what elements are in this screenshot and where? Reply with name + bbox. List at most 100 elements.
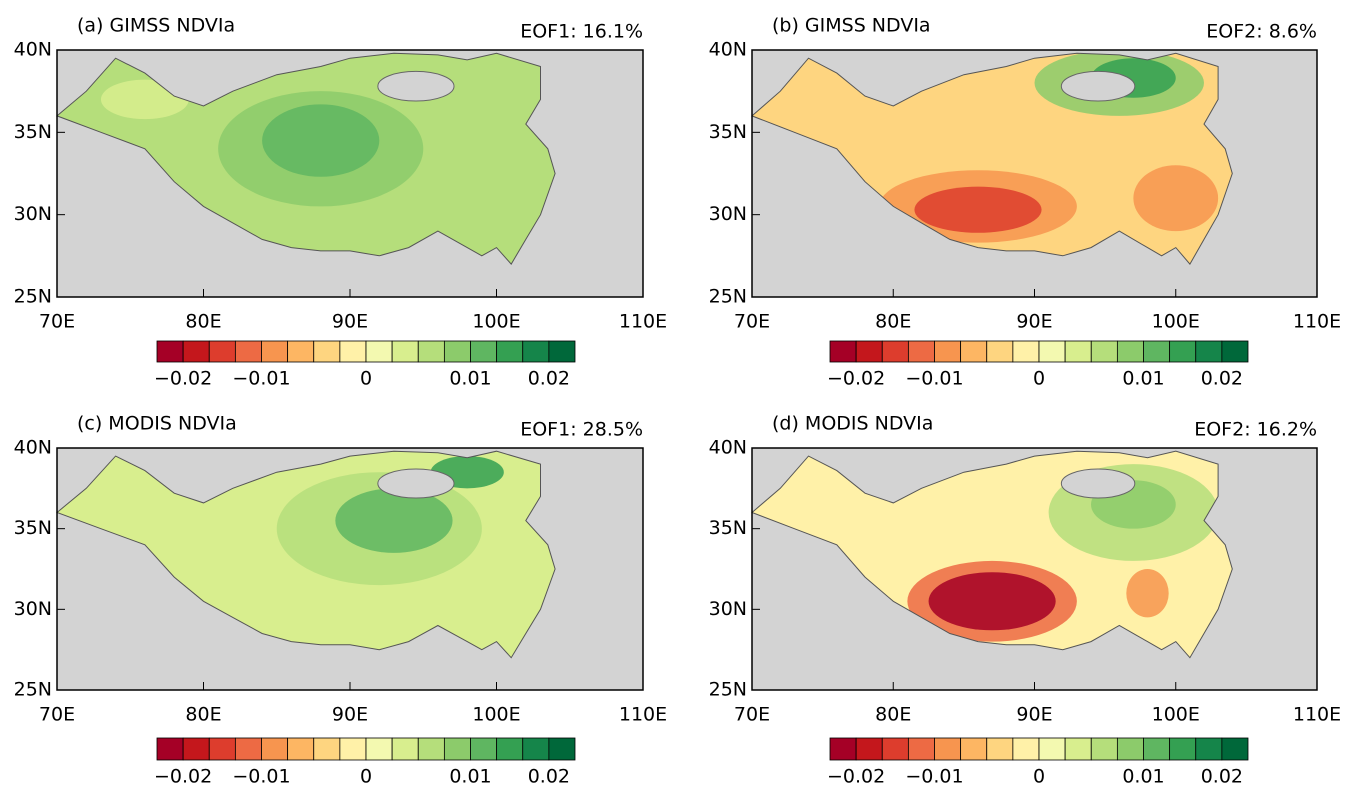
- colorbar-swatch: [907, 737, 935, 761]
- colorbar-swatch: [907, 340, 935, 363]
- eof-label: EOF2: 16.2%: [1194, 419, 1317, 441]
- colorbar-swatch: [496, 737, 524, 761]
- colorbar-swatch: [261, 737, 289, 761]
- plateau-outline: [56, 52, 556, 265]
- y-tick-label: 30N: [709, 203, 747, 225]
- colorbar-swatch: [1064, 737, 1092, 761]
- colorbar-swatch: [986, 340, 1014, 363]
- colorbar-label: 0.02: [528, 766, 570, 787]
- colorbar-swatch: [365, 737, 393, 761]
- y-tick-label: 30N: [709, 598, 747, 620]
- x-tick-label: 70E: [39, 704, 75, 726]
- colorbar-label: −0.02: [827, 766, 885, 787]
- colorbar-swatch: [548, 340, 576, 363]
- y-tick-label: 35N: [709, 121, 747, 143]
- field: [57, 53, 556, 265]
- field-anomaly: [914, 186, 1042, 233]
- colorbar-swatch: [365, 340, 393, 363]
- colorbar-swatch: [1012, 340, 1040, 363]
- y-tick-label: 30N: [14, 598, 52, 620]
- colorbar-label: 0: [1033, 368, 1045, 390]
- map-panel: 70E 80E 90E 100E 110E 25N 30N 35N 40N (a) GIMSS N…: [14, 15, 668, 390]
- colorbar-swatch: [1169, 340, 1197, 363]
- qaidam-basin: [1060, 468, 1136, 499]
- colorbar-swatch: [1221, 737, 1249, 761]
- plateau-outline: [751, 52, 1233, 265]
- colorbar-swatch: [234, 340, 262, 363]
- y-tick-label: 30N: [14, 203, 52, 225]
- x-tick-label: 110E: [619, 311, 667, 333]
- colorbar-swatch: [208, 737, 236, 761]
- x-tick-label: 70E: [734, 311, 770, 333]
- field-anomaly: [335, 488, 453, 553]
- colorbar-swatch: [417, 737, 445, 761]
- y-tick-label: 25N: [14, 286, 52, 308]
- x-tick-label: 100E: [472, 704, 520, 726]
- colorbar-swatch: [182, 737, 210, 761]
- colorbar-label: 0.02: [1201, 766, 1243, 787]
- eof-label: EOF2: 8.6%: [1206, 21, 1317, 43]
- y-tick-label: 35N: [14, 121, 52, 143]
- colorbar-swatch: [496, 340, 524, 363]
- colorbar-swatch: [829, 340, 857, 363]
- colorbar-label: −0.02: [827, 368, 885, 390]
- colorbar-swatch: [339, 340, 367, 363]
- plateau-outline: [751, 450, 1233, 659]
- colorbar-swatch: [1038, 340, 1066, 363]
- x-tick-label: 90E: [1016, 704, 1052, 726]
- colorbar-swatch: [391, 737, 419, 761]
- colorbar-swatch: [960, 737, 988, 761]
- colorbar-swatch: [855, 737, 883, 761]
- y-tick-label: 35N: [709, 517, 747, 539]
- map-panel: 70E 80E 90E 100E 110E 25N 30N 35N 40N (d) MODIS N…: [709, 413, 1342, 787]
- colorbar-label: 0: [360, 368, 372, 390]
- colorbar-swatch: [1038, 737, 1066, 761]
- colorbar-label: −0.01: [905, 368, 963, 390]
- x-tick-label: 80E: [875, 311, 911, 333]
- colorbar-swatch: [470, 340, 498, 363]
- colorbar-swatch: [1012, 737, 1040, 761]
- map-panel: 70E 80E 90E 100E 110E 25N 30N 35N 40N (c) MODIS N…: [14, 413, 668, 787]
- colorbar-label: −0.02: [154, 368, 212, 390]
- eof-label: EOF1: 28.5%: [520, 419, 643, 441]
- x-tick-label: 100E: [1152, 704, 1200, 726]
- colorbar-swatch: [522, 340, 550, 363]
- y-tick-label: 40N: [709, 39, 747, 61]
- colorbar-swatch: [234, 737, 262, 761]
- x-tick-label: 90E: [1016, 311, 1052, 333]
- colorbar-label: 0.01: [1122, 368, 1164, 390]
- y-tick-label: 25N: [709, 286, 747, 308]
- colorbar-swatch: [156, 340, 184, 363]
- colorbar-label: 0: [1033, 766, 1045, 787]
- panel-title: (b) GIMSS NDVIa: [772, 15, 931, 37]
- colorbar-swatch: [417, 340, 445, 363]
- y-tick-label: 35N: [14, 517, 52, 539]
- colorbar-label: 0.01: [449, 368, 491, 390]
- colorbar-swatch: [1090, 340, 1118, 363]
- colorbar-swatch: [960, 340, 988, 363]
- y-tick-label: 40N: [14, 39, 52, 61]
- colorbar-swatch: [1090, 737, 1118, 761]
- y-tick-label: 25N: [709, 679, 747, 701]
- field: [752, 53, 1233, 265]
- colorbar-label: 0.02: [1201, 368, 1243, 390]
- colorbar-swatch: [1116, 737, 1144, 761]
- panel-title: (d) MODIS NDVIa: [772, 413, 933, 435]
- field-anomaly: [1133, 165, 1219, 232]
- x-tick-label: 90E: [332, 311, 368, 333]
- plateau-outline: [56, 450, 556, 659]
- colorbar-swatch: [339, 737, 367, 761]
- colorbar-label: 0: [360, 766, 372, 787]
- x-tick-label: 100E: [472, 311, 520, 333]
- colorbar-swatch: [1116, 340, 1144, 363]
- colorbar-swatch: [287, 737, 315, 761]
- x-tick-label: 70E: [734, 704, 770, 726]
- colorbar-swatch: [443, 737, 471, 761]
- field-anomaly: [928, 572, 1056, 631]
- colorbar-swatch: [1221, 340, 1249, 363]
- qaidam-basin: [377, 70, 455, 102]
- colorbar-swatch: [391, 340, 419, 363]
- colorbar-label: 0.02: [528, 368, 570, 390]
- x-tick-label: 80E: [185, 704, 221, 726]
